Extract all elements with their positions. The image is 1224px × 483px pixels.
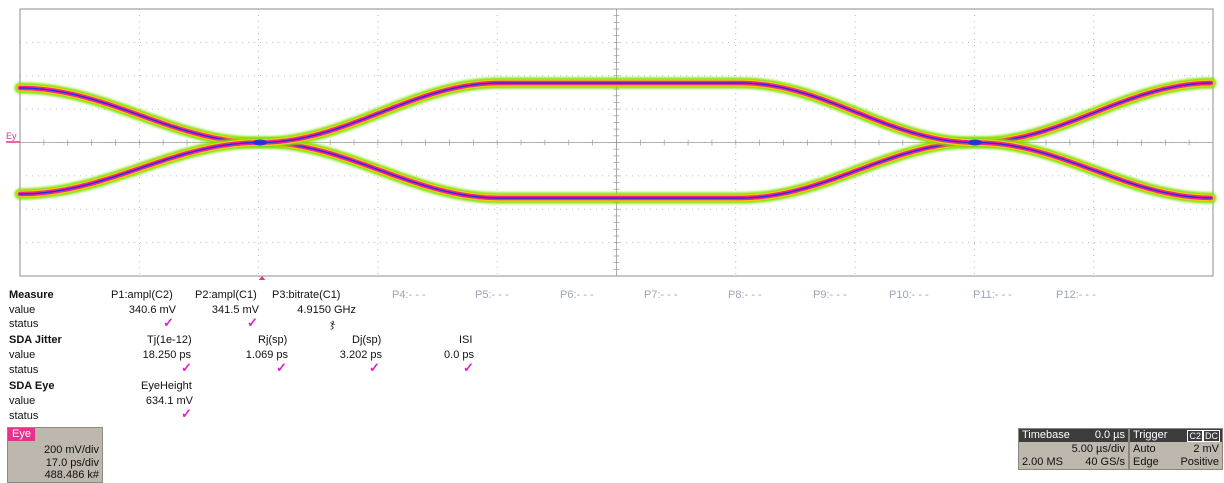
trigger-title: Trigger xyxy=(1133,429,1168,441)
row-label-status: status xyxy=(9,318,39,330)
jitter-rj-status-check-icon: ✓ xyxy=(276,360,287,375)
eye-height-status-check-icon: ✓ xyxy=(181,406,192,421)
timebase-title: Timebase xyxy=(1022,429,1070,441)
graticule xyxy=(19,8,1214,277)
param-p1-label[interactable]: P1:ampl(C2) xyxy=(111,289,173,301)
svg-text:Ey: Ey xyxy=(6,131,17,141)
param-p9-label[interactable]: P9:- - - xyxy=(813,289,847,301)
param-p1-status-check-icon: ✓ xyxy=(163,315,174,330)
timebase-header: Timebase 0.0 µs xyxy=(1019,429,1128,442)
trigger-position-marker xyxy=(258,276,266,280)
param-p2-label[interactable]: P2:ampl(C1) xyxy=(195,289,257,301)
trigger-slope: Positive xyxy=(1180,456,1219,468)
eye-height-value: 634.1 mV xyxy=(145,395,193,407)
param-p3-value: 4.9150 GHz xyxy=(297,304,356,316)
timebase-panel[interactable]: Timebase 0.0 µs 5.00 µs/div 2.00 MS 40 G… xyxy=(1018,428,1129,470)
jitter-isi-status-check-icon: ✓ xyxy=(463,360,474,375)
trigger-panel[interactable]: Trigger C2 DC Auto 2 mV Edge Positive xyxy=(1129,428,1223,470)
jitter-rj-label[interactable]: Rj(sp) xyxy=(258,334,288,346)
param-p11-label[interactable]: P11:- - - xyxy=(973,289,1012,301)
measure-header: Measure xyxy=(9,289,54,301)
eye-vertical-scale: 200 mV/div xyxy=(43,444,99,456)
eye-sample-count: 488.486 k# xyxy=(44,469,99,481)
eye-height-label[interactable]: EyeHeight xyxy=(141,380,192,392)
eye-horizontal-scale: 17.0 ps/div xyxy=(45,457,99,469)
sda-eye-header: SDA Eye xyxy=(9,380,55,392)
param-p2-status-check-icon: ✓ xyxy=(247,315,258,330)
eye-trace-tag: Eye xyxy=(8,428,35,441)
timebase-per-div: 5.00 µs/div xyxy=(1071,443,1125,455)
jitter-tj-value: 18.250 ps xyxy=(142,349,191,361)
trigger-header: Trigger C2 DC xyxy=(1130,429,1222,442)
param-p3-label[interactable]: P3:bitrate(C1) xyxy=(272,289,341,301)
trigger-type: Edge xyxy=(1133,456,1159,468)
trigger-coupling-badge: DC xyxy=(1203,430,1220,442)
param-p10-label[interactable]: P10:- - - xyxy=(889,289,929,301)
param-p8-label[interactable]: P8:- - - xyxy=(728,289,762,301)
row-label-value: value xyxy=(9,349,36,361)
trigger-level: 2 mV xyxy=(1193,443,1219,455)
jitter-isi-label[interactable]: ISI xyxy=(459,334,473,346)
trigger-mode: Auto xyxy=(1133,443,1156,455)
param-p12-label[interactable]: P12:- - - xyxy=(1056,289,1096,301)
timebase-samples: 2.00 MS xyxy=(1022,456,1063,468)
row-label-value: value xyxy=(9,395,36,407)
jitter-rj-value: 1.069 ps xyxy=(245,349,288,361)
sda-jitter-header: SDA Jitter xyxy=(9,334,62,346)
param-p7-label[interactable]: P7:- - - xyxy=(644,289,678,301)
jitter-isi-value: 0.0 ps xyxy=(444,349,474,361)
jitter-dj-status-check-icon: ✓ xyxy=(369,360,380,375)
trigger-source: C2 DC xyxy=(1187,430,1220,443)
trigger-channel-badge: C2 xyxy=(1187,430,1203,442)
timebase-delay: 0.0 µs xyxy=(1094,429,1125,441)
jitter-tj-label[interactable]: Tj(1e-12) xyxy=(147,334,192,346)
param-p3-status-invalid-icon: ჯ xyxy=(330,318,335,330)
row-label-status: status xyxy=(9,410,39,422)
param-p5-label[interactable]: P5:- - - xyxy=(475,289,509,301)
row-label-status: status xyxy=(9,364,39,376)
jitter-tj-status-check-icon: ✓ xyxy=(181,360,192,375)
eye-trace-descriptor[interactable]: Eye 200 mV/div 17.0 ps/div 488.486 k# xyxy=(7,427,103,483)
param-p1-value: 340.6 mV xyxy=(128,304,176,316)
param-p4-label[interactable]: P4:- - - xyxy=(392,289,426,301)
timebase-sample-rate: 40 GS/s xyxy=(1085,456,1125,468)
waveform-display: Ey xyxy=(6,8,1217,280)
eye-diagram xyxy=(14,77,1217,204)
jitter-dj-label[interactable]: Dj(sp) xyxy=(352,334,382,346)
row-label-value: value xyxy=(9,304,36,316)
param-p6-label[interactable]: P6:- - - xyxy=(560,289,594,301)
jitter-dj-value: 3.202 ps xyxy=(339,349,382,361)
param-p2-value: 341.5 mV xyxy=(211,304,259,316)
ey-marker: Ey xyxy=(6,131,20,143)
